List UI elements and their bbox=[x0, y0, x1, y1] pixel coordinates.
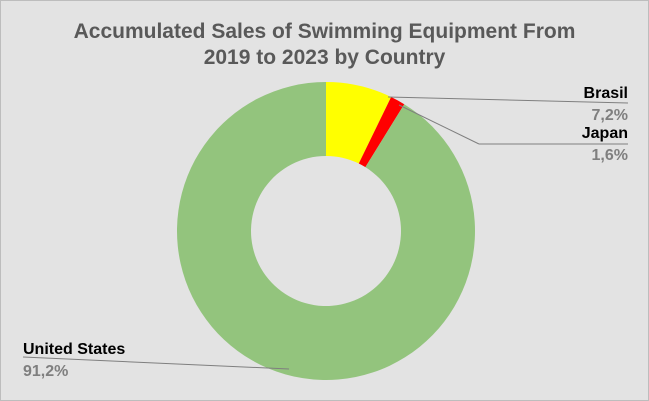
slice-brasil bbox=[326, 82, 392, 164]
data-label-united-states-name: United States bbox=[23, 341, 125, 358]
data-label-japan-value: 1,6% bbox=[592, 147, 628, 164]
leader-line-brasil bbox=[387, 96, 629, 104]
data-label-united-states-value: 91,2% bbox=[23, 363, 68, 380]
leader-line-japan bbox=[398, 104, 480, 145]
chart-title: Accumulated Sales of Swimming Equipment … bbox=[1, 19, 648, 71]
slice-united-states bbox=[176, 82, 475, 381]
slices-group bbox=[176, 82, 475, 381]
slice-japan bbox=[358, 96, 405, 168]
chart-title-line-2: 2019 to 2023 by Country bbox=[203, 46, 446, 69]
data-label-japan-name: Japan bbox=[582, 125, 628, 142]
leader-line-united-states bbox=[22, 356, 290, 370]
data-label-brasil-value: 7,2% bbox=[592, 107, 628, 124]
data-label-brasil-name: Brasil bbox=[584, 85, 628, 102]
chart-title-line-1: Accumulated Sales of Swimming Equipment … bbox=[73, 20, 576, 43]
